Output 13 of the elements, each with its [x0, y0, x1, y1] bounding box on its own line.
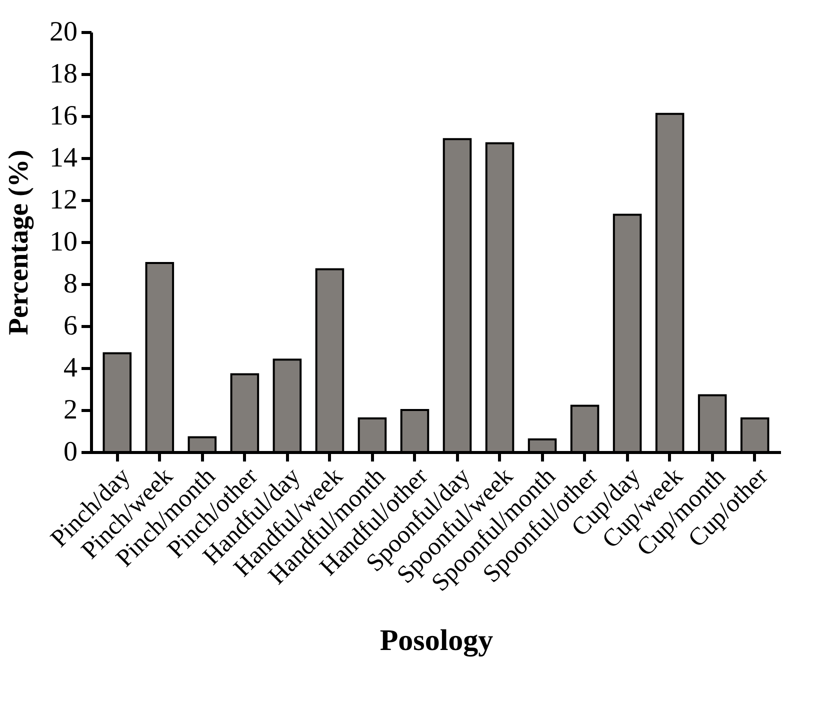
y-tick-label: 10: [50, 226, 78, 258]
y-tick-label: 4: [64, 352, 78, 384]
y-tick-label: 20: [50, 16, 78, 48]
y-tick-label: 8: [64, 268, 78, 300]
x-axis-title: Posology: [380, 624, 494, 658]
y-tick-label: 16: [50, 100, 78, 132]
y-tick-label: 14: [50, 142, 78, 174]
y-tick-label: 0: [64, 436, 78, 468]
y-axis-title: Percentage (%): [4, 150, 34, 336]
y-tick-label: 18: [50, 58, 78, 90]
y-tick-label: 12: [50, 184, 78, 216]
y-tick-label: 2: [64, 394, 78, 426]
y-tick-label: 6: [64, 310, 78, 342]
